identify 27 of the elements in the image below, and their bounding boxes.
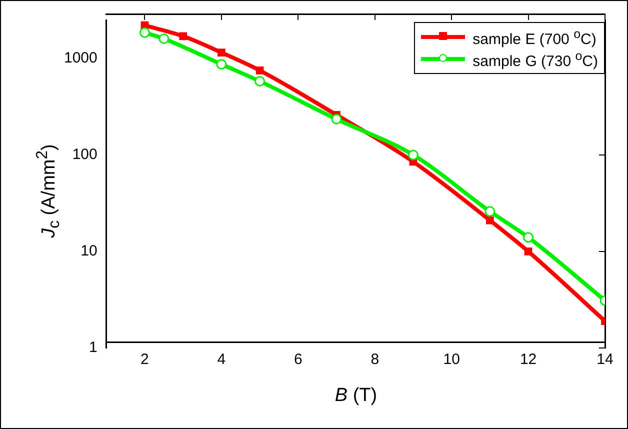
x-tick-label: 10 [443, 351, 460, 368]
point [139, 27, 150, 38]
y-tick-label: 1 [89, 339, 98, 356]
x-tick-label: 8 [370, 351, 380, 368]
x-tick-label: 4 [217, 351, 226, 368]
x-tick-label: 14 [596, 351, 614, 368]
x-tick-label: 6 [294, 351, 302, 368]
x-tick-label: 12 [520, 351, 537, 368]
legend-label: sample E (700 $^{o}$C) [472, 26, 596, 48]
point [254, 76, 266, 86]
point [484, 206, 496, 217]
point [523, 232, 534, 243]
y-tick-label: 1000 [64, 50, 98, 67]
x-axis-title: B (T) [334, 385, 378, 407]
y-tick-label: 100 [72, 146, 98, 164]
point [408, 150, 418, 160]
point [158, 33, 170, 44]
y-tick-label: 10 [80, 242, 98, 260]
x-tick-label: 2 [140, 351, 149, 368]
point [331, 114, 342, 124]
point [524, 248, 532, 256]
point [179, 32, 188, 40]
point [218, 48, 226, 56]
point [216, 59, 227, 70]
point [256, 66, 264, 74]
point [486, 216, 494, 224]
legend-label: sample G (730 $^{o}$C) [472, 48, 598, 70]
